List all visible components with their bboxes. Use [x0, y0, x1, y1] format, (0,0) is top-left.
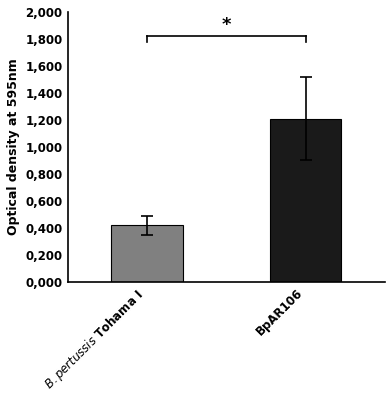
Y-axis label: Optical density at 595nm: Optical density at 595nm — [7, 58, 20, 235]
Text: *: * — [221, 16, 231, 34]
Bar — [270, 118, 341, 282]
Bar — [111, 225, 183, 282]
